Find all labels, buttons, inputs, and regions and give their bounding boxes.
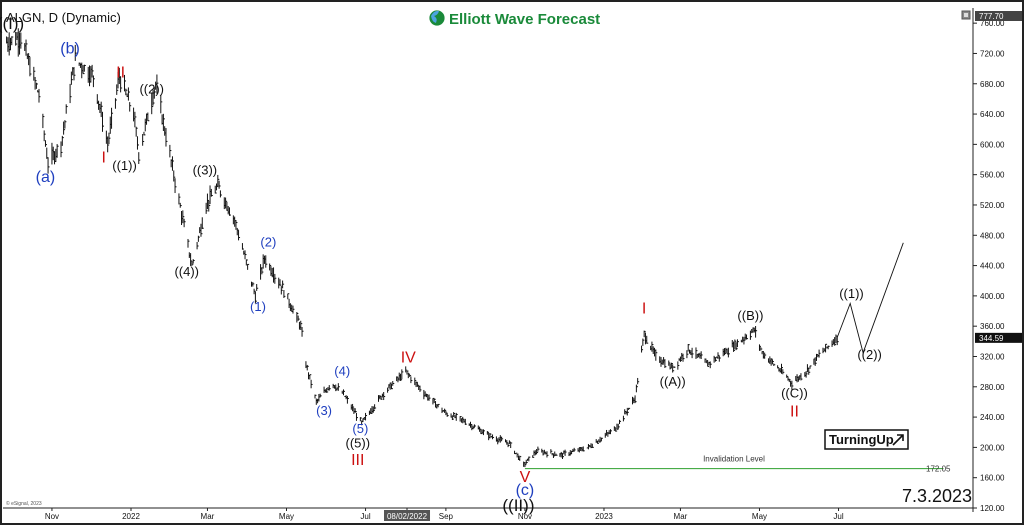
wave-label: V [520, 469, 531, 486]
wave-label: ((4)) [174, 264, 199, 279]
wave-label: ((5)) [345, 435, 370, 450]
date-stamp: 7.3.2023 [902, 486, 972, 506]
y-tick-label: 240.00 [980, 413, 1005, 422]
y-tick-label: 360.00 [980, 322, 1005, 331]
x-tick-label: 2022 [122, 512, 140, 521]
wave-label: ((1)) [839, 286, 864, 301]
invalidation-value: 172.05 [926, 465, 951, 474]
wave-label: ((2)) [857, 347, 882, 362]
expand-icon[interactable] [961, 10, 971, 20]
wave-label: (c) [516, 482, 535, 499]
y-tick-label: 720.00 [980, 49, 1005, 58]
turning-up-badge: TurningUp [824, 429, 909, 450]
x-tick-label: Nov [45, 512, 59, 521]
wave-label: ((1)) [112, 158, 137, 173]
wave-labels: ((I)) (b) II ((2)) (a) I ((1)) ((3)) ((4)) (2) (1)… [0, 14, 882, 515]
chart-title: ALGN, D (Dynamic) [6, 10, 121, 25]
wave-label: ((C)) [781, 385, 808, 400]
wave-label: ((3)) [193, 163, 218, 178]
wave-label: ((B)) [737, 308, 763, 323]
y-tick-label: 160.00 [980, 474, 1005, 483]
price-bars [6, 28, 839, 468]
x-tick-label: Jul [833, 512, 843, 521]
y-tick-label: 520.00 [980, 201, 1005, 210]
wave-label: (4) [334, 363, 350, 378]
y-tick-label: 680.00 [980, 80, 1005, 89]
x-tick-label: 2023 [595, 512, 613, 521]
y-tick-label: 600.00 [980, 140, 1005, 149]
wave-label: IV [401, 350, 416, 367]
x-tick-label: Mar [201, 512, 215, 521]
chart-overlay: Invalidation Level 172.05 [524, 242, 951, 474]
turning-up-label: TurningUp [829, 432, 894, 447]
projection-path [836, 242, 904, 355]
top-price-badge [975, 11, 1022, 21]
x-tick-label: Mar [674, 512, 688, 521]
y-tick-label: 480.00 [980, 231, 1005, 240]
invalidation-label: Invalidation Level [703, 455, 765, 464]
wave-label: III [351, 452, 364, 469]
y-tick-label: 440.00 [980, 262, 1005, 271]
y-tick-label: 400.00 [980, 292, 1005, 301]
y-tick-label: 120.00 [980, 504, 1005, 513]
x-tick-label: Jul [360, 512, 370, 521]
wave-label: (a) [36, 169, 56, 186]
y-tick-label: 560.00 [980, 171, 1005, 180]
y-tick-label: 280.00 [980, 383, 1005, 392]
brand-name: Elliott Wave Forecast [449, 11, 600, 28]
wave-label: (b) [60, 40, 80, 57]
wave-label: II [790, 403, 799, 420]
wave-label: (1) [250, 299, 266, 314]
wave-label: (3) [316, 403, 332, 418]
x-axis: Nov 2022 Mar May Jul 08/02/2022 Sep Nov 2023 Mar M… [45, 508, 844, 521]
wave-label: I [102, 150, 106, 167]
last-price-badge [975, 332, 1022, 343]
wave-label: I [642, 300, 646, 317]
last-price-label: 344.59 [979, 334, 1004, 343]
wave-label: ((A)) [660, 374, 686, 389]
wave-label: (5) [352, 421, 368, 436]
x-tick-label: May [752, 512, 767, 521]
wave-label: ((II)) [502, 496, 534, 515]
y-tick-label: 320.00 [980, 352, 1005, 361]
brand-logo: Elliott Wave Forecast [428, 9, 600, 28]
x-tick-label: May [279, 512, 294, 521]
arrow-up-right-icon [892, 434, 904, 446]
wave-label: (2) [260, 235, 276, 250]
x-crosshair-label: 08/02/2022 [387, 512, 428, 521]
x-tick-label: Sep [439, 512, 454, 521]
wave-label: ((I)) [0, 14, 24, 33]
wave-label: ((2)) [139, 82, 164, 97]
y-tick-label: 200.00 [980, 443, 1005, 452]
y-tick-label: 640.00 [980, 110, 1005, 119]
top-price-label: 777.70 [979, 12, 1004, 21]
y-tick-label: 760.00 [980, 19, 1005, 28]
y-axis: 760.00 720.00 680.00 640.00 600.00 560.00 520.… [973, 11, 1022, 513]
x-tick-label: Nov [518, 512, 532, 521]
wave-label: II [116, 65, 125, 82]
copyright-text: © eSignal, 2023 [6, 500, 42, 507]
x-crosshair-badge [384, 510, 431, 521]
globe-icon [428, 9, 446, 27]
